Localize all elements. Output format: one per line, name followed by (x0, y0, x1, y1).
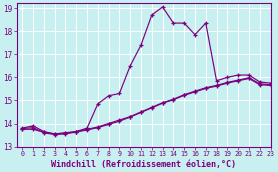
X-axis label: Windchill (Refroidissement éolien,°C): Windchill (Refroidissement éolien,°C) (51, 159, 236, 169)
